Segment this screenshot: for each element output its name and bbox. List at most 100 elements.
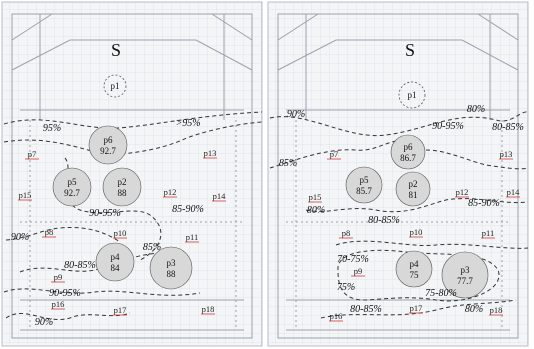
circle-shape (395, 250, 433, 288)
circle-value: 77.7 (457, 276, 473, 286)
zone-label: 85% (279, 158, 297, 169)
zone-label: 90-95% (432, 121, 464, 132)
isoline-contour (5, 226, 121, 243)
circle-label: p6 (404, 142, 414, 152)
zone-label: 80-85% (492, 122, 524, 133)
point-label-p9: p9 (54, 272, 63, 282)
point-label-p14: p14 (213, 191, 227, 201)
point-label-p15: p15 (309, 192, 322, 202)
circle-value: 84 (111, 263, 121, 273)
zone-label: 85-90% (172, 204, 204, 215)
isoline-contour (269, 139, 407, 169)
circle-label: p3 (461, 265, 471, 275)
circle-shape (95, 242, 135, 282)
compass-label: S (405, 40, 415, 60)
point-label-p17: p17 (114, 305, 127, 315)
circle-value: 85.7 (356, 186, 372, 196)
circle-shape (88, 125, 128, 165)
point-label-p18: p18 (490, 305, 503, 315)
zone-label: 80% (465, 304, 483, 315)
isoline-contour (337, 249, 500, 302)
point-label-p8: p8 (342, 228, 351, 238)
zone-label: 80-85% (368, 215, 400, 226)
isoline-contour (3, 111, 263, 129)
circle-label: p2 (118, 177, 127, 187)
point-label-p10: p10 (410, 227, 423, 237)
point-label-p17: p17 (410, 303, 423, 313)
point-label-p11: p11 (482, 228, 494, 238)
compass-label: S (111, 40, 121, 60)
zone-label: 85-90% (468, 198, 500, 209)
circle-shape (149, 246, 193, 290)
circle-shape (103, 74, 127, 98)
point-label-p9: p9 (354, 266, 363, 276)
zone-label: 90% (287, 109, 305, 120)
zone-label: 75-80% (425, 288, 457, 299)
circle-label: p1 (111, 81, 120, 91)
circle-label: p4 (111, 252, 121, 262)
isoline-contour (425, 149, 529, 170)
point-label-p18: p18 (202, 304, 215, 314)
circle-label: p5 (68, 177, 78, 187)
circle-shape (52, 167, 92, 207)
point-label-p7: p7 (28, 149, 37, 159)
isoline-contour (3, 288, 201, 296)
circle-shape (390, 134, 426, 170)
circle-label: p4 (410, 259, 420, 269)
circle-shape (102, 167, 142, 207)
circle-value: 92.7 (100, 146, 116, 156)
point-label-p15: p15 (19, 190, 32, 200)
zone-label: 80-85% (64, 260, 96, 271)
point-label-p14: p14 (507, 187, 521, 197)
circle-shape (441, 251, 489, 299)
point-label-p11: p11 (186, 232, 198, 242)
point-label-p10: p10 (114, 228, 127, 238)
isoline-contour (305, 198, 529, 213)
isoline-contour (19, 252, 181, 273)
zone-label: 70-75% (337, 254, 369, 265)
zone-label: 85% (143, 242, 161, 253)
isoline-contour (269, 111, 529, 137)
point-label-p12: p12 (456, 187, 469, 197)
point-label-p16: p16 (330, 311, 343, 321)
circle-value: 88 (167, 269, 177, 279)
zone-label: 95% (43, 123, 61, 134)
point-label-p13: p13 (204, 148, 217, 158)
circle-shape (395, 171, 431, 207)
zone-label: 75% (337, 282, 355, 293)
zone-label: >95% (175, 118, 200, 129)
isoline-contour (335, 240, 529, 249)
isoline-contour (64, 157, 162, 261)
zone-label: 90-95% (89, 208, 121, 219)
zone-label: 80% (467, 104, 485, 115)
isoline-contour (5, 312, 131, 320)
plan-grid (268, 2, 528, 346)
circle-shape (398, 81, 426, 109)
circle-label: p2 (409, 179, 418, 189)
point-label-p12: p12 (164, 187, 177, 197)
zone-label: 80-85% (350, 304, 382, 315)
measurement-circle-p1: p1 (103, 74, 127, 98)
isoline-contour (320, 299, 517, 319)
circle-value: 81 (409, 190, 418, 200)
isoline-contour (3, 121, 263, 155)
circle-value: 92.7 (64, 188, 80, 198)
circle-label: p3 (167, 258, 177, 268)
circle-value: 75 (410, 270, 420, 280)
building-outline (11, 13, 253, 339)
circle-label: p6 (104, 135, 114, 145)
circle-label: p1 (408, 90, 417, 100)
building-outline (277, 13, 519, 339)
circle-label: p5 (360, 175, 370, 185)
circle-value: 88 (118, 188, 128, 198)
